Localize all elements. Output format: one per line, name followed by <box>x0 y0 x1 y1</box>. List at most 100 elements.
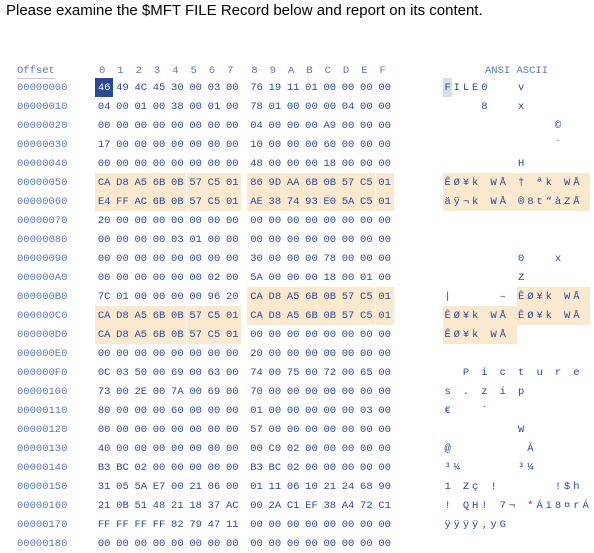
ascii-char[interactable]: Ê <box>443 306 453 325</box>
hex-byte[interactable]: 00 <box>116 233 129 246</box>
hex-byte[interactable]: 00 <box>268 252 282 265</box>
hex-byte[interactable]: 00 <box>189 366 202 379</box>
ascii-char[interactable] <box>526 97 535 116</box>
ascii-char[interactable]: 8 <box>525 192 535 211</box>
hex-byte[interactable]: 00 <box>134 404 148 417</box>
hex-byte[interactable]: 00 <box>225 442 239 455</box>
ascii-char[interactable] <box>443 211 452 230</box>
ascii-char[interactable] <box>526 477 535 496</box>
hex-byte[interactable]: 00 <box>171 214 184 227</box>
hex-byte[interactable]: 00 <box>286 385 300 398</box>
hex-byte[interactable]: 11 <box>268 480 282 493</box>
ascii-char[interactable] <box>461 439 470 458</box>
hex-byte[interactable]: FF <box>97 518 111 531</box>
hex-byte[interactable]: 00 <box>207 119 221 132</box>
hex-byte[interactable]: 00 <box>378 537 391 550</box>
hex-byte[interactable]: 00 <box>116 214 129 227</box>
ascii-char[interactable] <box>480 344 489 363</box>
hex-byte[interactable]: 00 <box>341 347 355 360</box>
ascii-char[interactable] <box>525 173 535 192</box>
hex-byte[interactable]: 00 <box>378 119 391 132</box>
ascii-char[interactable]: à <box>553 192 563 211</box>
ascii-char[interactable]: W <box>518 423 525 436</box>
ascii-char[interactable] <box>517 534 526 553</box>
hex-byte[interactable]: 00 <box>268 157 282 170</box>
ascii-char[interactable] <box>461 401 470 420</box>
hex-byte[interactable]: 00 <box>305 347 318 360</box>
hex-byte[interactable]: 18 <box>323 157 337 170</box>
hex-byte[interactable]: 40 <box>97 442 111 455</box>
hex-byte[interactable]: 00 <box>341 423 355 436</box>
ascii-char[interactable] <box>507 344 516 363</box>
ascii-char[interactable] <box>535 325 544 344</box>
hex-byte[interactable]: 00 <box>171 290 184 303</box>
ascii-char[interactable]: W <box>489 306 499 325</box>
ascii-char[interactable] <box>544 477 553 496</box>
hex-byte[interactable]: 00 <box>250 442 263 455</box>
ascii-char[interactable]: ÿ <box>444 518 451 531</box>
hex-byte[interactable]: B3 <box>97 461 111 474</box>
ascii-char[interactable] <box>517 439 526 458</box>
ascii-char[interactable] <box>480 439 489 458</box>
ascii-char[interactable] <box>535 401 544 420</box>
ascii-char[interactable] <box>535 135 544 154</box>
ascii-char[interactable] <box>572 230 581 249</box>
ascii-char[interactable] <box>563 401 572 420</box>
hex-byte[interactable]: 00 <box>189 271 202 284</box>
ascii-char[interactable] <box>507 515 516 534</box>
ascii-char[interactable] <box>452 249 461 268</box>
ascii-char[interactable] <box>489 135 498 154</box>
hex-byte[interactable]: 00 <box>268 518 282 531</box>
hex-byte[interactable]: 02 <box>286 442 300 455</box>
hex-byte[interactable]: 6B <box>302 173 321 192</box>
hex-byte[interactable]: 63 <box>207 366 221 379</box>
ascii-char[interactable] <box>489 401 498 420</box>
ascii-char[interactable] <box>572 135 581 154</box>
hex-byte[interactable]: D8 <box>113 325 132 344</box>
hex-byte[interactable]: 37 <box>207 499 221 512</box>
ascii-char[interactable] <box>581 420 590 439</box>
ascii-char[interactable] <box>489 344 498 363</box>
hex-byte[interactable]: A5 <box>131 173 150 192</box>
ascii-char[interactable] <box>526 154 535 173</box>
ascii-char[interactable] <box>507 249 516 268</box>
ascii-char[interactable] <box>563 78 572 97</box>
ascii-char[interactable] <box>553 211 562 230</box>
ascii-char[interactable]: ¥ <box>535 306 545 325</box>
hex-byte[interactable]: 6B <box>302 306 321 325</box>
ascii-char[interactable] <box>489 116 498 135</box>
ascii-char[interactable] <box>563 154 572 173</box>
ascii-char[interactable] <box>572 401 581 420</box>
ascii-char[interactable] <box>498 249 507 268</box>
ascii-char[interactable] <box>581 173 591 192</box>
hex-byte[interactable]: CA <box>95 325 114 344</box>
ascii-char[interactable] <box>581 439 590 458</box>
ascii-char[interactable] <box>526 420 535 439</box>
ascii-char[interactable] <box>507 135 516 154</box>
ascii-char[interactable] <box>471 458 480 477</box>
hex-byte[interactable]: 00 <box>378 423 391 436</box>
ascii-char[interactable]: k <box>544 173 554 192</box>
hex-byte[interactable]: 00 <box>207 404 221 417</box>
hex-byte[interactable]: 00 <box>378 100 391 113</box>
ascii-char[interactable]: ¥ <box>461 173 471 192</box>
ascii-char[interactable] <box>498 135 507 154</box>
hex-byte[interactable]: 00 <box>268 119 282 132</box>
hex-byte[interactable]: 00 <box>152 385 166 398</box>
hex-byte[interactable]: 79 <box>189 518 202 531</box>
ascii-char[interactable] <box>479 306 489 325</box>
hex-byte[interactable]: A5 <box>131 325 150 344</box>
ascii-char[interactable]: ä <box>443 192 453 211</box>
ascii-char[interactable] <box>489 78 498 97</box>
hex-byte[interactable]: 00 <box>225 100 239 113</box>
ascii-char[interactable] <box>443 344 452 363</box>
ascii-char[interactable] <box>581 287 591 306</box>
hex-byte[interactable]: 00 <box>207 214 221 227</box>
hex-byte[interactable]: 01 <box>189 233 202 246</box>
hex-byte[interactable]: 00 <box>360 138 373 151</box>
hex-byte[interactable]: 00 <box>189 119 202 132</box>
hex-byte[interactable]: 00 <box>97 537 111 550</box>
hex-byte[interactable]: 00 <box>116 404 129 417</box>
hex-byte[interactable]: CA <box>95 306 114 325</box>
hex-byte[interactable]: 00 <box>116 423 129 436</box>
